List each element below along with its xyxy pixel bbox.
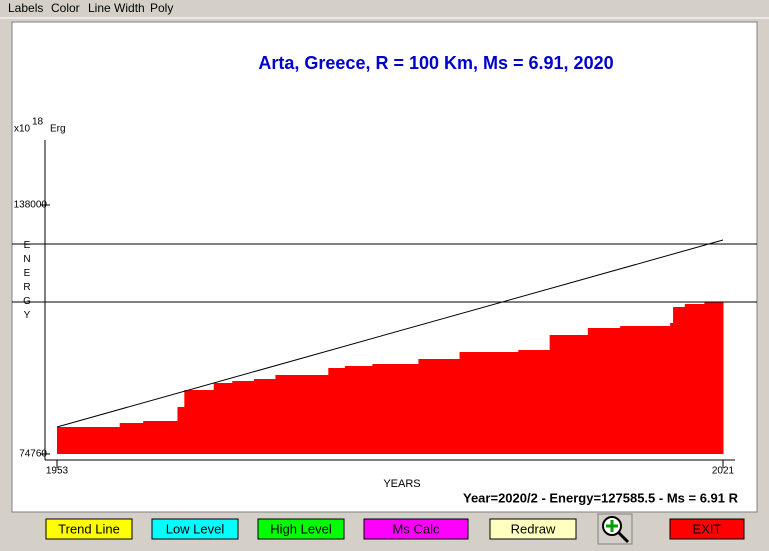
button-label: High Level — [270, 521, 332, 536]
zoom-button[interactable] — [597, 513, 633, 545]
y-tick-label: 74760 — [19, 449, 47, 460]
step-bar — [213, 383, 233, 454]
button-label: Redraw — [511, 521, 556, 536]
button[interactable]: Low Level — [151, 518, 239, 540]
menu-item[interactable]: Labels — [8, 1, 43, 15]
zoom-plus — [606, 520, 618, 532]
step-bar — [328, 368, 346, 454]
button[interactable]: High Level — [257, 518, 345, 540]
step-bar — [119, 423, 144, 454]
menu-item[interactable]: Poly — [150, 1, 173, 15]
y-tick-label: 138000 — [14, 200, 48, 211]
step-bar — [587, 328, 621, 454]
menu-item[interactable]: Line Width — [88, 1, 145, 15]
step-bar — [620, 326, 671, 454]
step-bar — [372, 364, 419, 454]
step-bar — [684, 304, 705, 454]
step-bar — [518, 350, 551, 454]
unit-name: Erg — [50, 124, 66, 135]
button-face — [151, 518, 239, 540]
unit-exponent: 18 — [32, 117, 44, 128]
button[interactable]: Ms Calc — [363, 518, 469, 540]
chart-title: Arta, Greece, R = 100 Km, Ms = 6.91, 202… — [258, 53, 613, 73]
x-axis-label: YEARS — [383, 478, 420, 490]
step-bar — [418, 359, 461, 454]
step-bar — [232, 381, 255, 454]
button[interactable]: Trend Line — [45, 518, 133, 540]
step-bar — [57, 427, 121, 454]
button-label: Trend Line — [58, 521, 120, 536]
step-bar — [143, 421, 178, 454]
button-label: Ms Calc — [393, 521, 440, 536]
x-tick-label: 2021 — [712, 466, 735, 477]
unit-prefix: x10 — [14, 124, 31, 135]
step-bar — [670, 323, 674, 454]
step-bar — [459, 352, 519, 454]
step-bar — [275, 375, 329, 454]
step-bar — [673, 307, 686, 454]
step-bar — [549, 335, 589, 454]
y-axis-label: ENERGY — [22, 240, 33, 324]
zoom-handle — [616, 530, 630, 544]
button-face — [489, 518, 577, 540]
button[interactable]: Redraw — [489, 518, 577, 540]
button-face — [363, 518, 469, 540]
step-bar — [344, 366, 373, 454]
button-face — [669, 518, 745, 540]
button-label: Low Level — [166, 521, 225, 536]
button[interactable]: EXIT — [669, 518, 745, 540]
menu-item[interactable]: Color — [51, 1, 80, 15]
status-text: Year=2020/2 - Energy=127585.5 - Ms = 6.9… — [463, 490, 739, 505]
button-face — [257, 518, 345, 540]
x-tick-label: 1953 — [46, 466, 69, 477]
step-bar — [184, 390, 215, 454]
step-bar — [253, 379, 276, 454]
button-label: EXIT — [693, 521, 722, 536]
step-bar — [177, 407, 185, 454]
button-face — [45, 518, 133, 540]
step-bar — [704, 302, 724, 454]
trend-line — [56, 239, 724, 428]
